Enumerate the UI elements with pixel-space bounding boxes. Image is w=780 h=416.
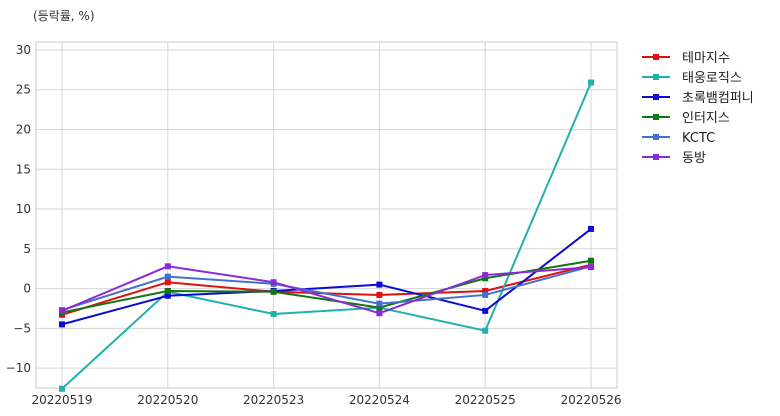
y-tick-label: 30 <box>16 43 31 57</box>
data-point <box>164 263 171 270</box>
x-tick-label: 20220524 <box>349 393 410 407</box>
y-tick-label: 0 <box>23 282 31 296</box>
series-초록뱀컴퍼니 <box>59 225 594 328</box>
legend-item: 초록뱀컴퍼니 <box>642 91 754 106</box>
legend-item: KCTC <box>642 131 715 146</box>
x-tick-label: 20220526 <box>560 393 621 407</box>
legend-marker <box>653 154 659 160</box>
x-tick-label: 20220520 <box>137 393 198 407</box>
data-point <box>588 264 594 271</box>
y-ticks: −10 −5 0 5 10 15 20 25 30 <box>6 43 31 375</box>
data-point <box>482 307 489 314</box>
legend-item: 인터지스 <box>642 111 730 126</box>
data-point <box>482 287 489 294</box>
data-point <box>588 79 594 86</box>
legend-label: 테마지수 <box>682 51 730 66</box>
legend-label: 초록뱀컴퍼니 <box>682 91 754 106</box>
y-tick-label: −10 <box>6 361 31 375</box>
data-point <box>59 385 65 392</box>
series-line <box>61 259 592 314</box>
x-ticks: 20220519 20220520 20220523 20220524 20220525… <box>31 393 621 407</box>
series-line <box>61 265 592 312</box>
plot-frame <box>35 41 618 389</box>
y-tick-label: 5 <box>23 242 31 256</box>
data-point <box>482 327 489 334</box>
data-point <box>270 311 277 318</box>
series-line <box>61 265 592 315</box>
series-동방 <box>59 263 594 317</box>
y-tick-label: 10 <box>16 202 31 216</box>
legend-label: KCTC <box>682 131 715 146</box>
series-line <box>61 82 592 390</box>
legend-marker <box>653 74 659 80</box>
y-tick-label: −5 <box>13 321 31 335</box>
data-point <box>376 310 383 317</box>
legend-marker <box>653 134 659 140</box>
data-point <box>376 304 383 311</box>
legend-marker <box>653 54 659 60</box>
legend-label: 동방 <box>682 151 706 166</box>
data-point <box>588 225 594 232</box>
series-태웅로직스 <box>59 79 594 392</box>
legend-item: 태웅로직스 <box>642 71 742 86</box>
data-point <box>270 288 277 295</box>
legend-label: 인터지스 <box>682 111 730 126</box>
x-tick-label: 20220525 <box>455 393 516 407</box>
data-point <box>482 275 489 282</box>
data-point <box>376 300 383 307</box>
data-point <box>59 321 65 328</box>
data-point <box>376 291 383 298</box>
series-line <box>61 228 592 326</box>
x-tick-label: 20220523 <box>243 393 304 407</box>
series-layer <box>59 79 594 392</box>
data-point <box>164 287 171 294</box>
y-axis-label: (등락률, %) <box>33 9 95 23</box>
data-point <box>164 273 171 280</box>
data-point <box>482 272 489 279</box>
grid <box>36 42 617 388</box>
data-point <box>59 307 65 314</box>
data-point <box>376 281 383 288</box>
legend-marker <box>653 114 659 120</box>
data-point <box>164 292 171 299</box>
data-point <box>588 257 594 264</box>
legend-label: 태웅로직스 <box>682 71 742 86</box>
data-point <box>270 279 277 286</box>
legend-item: 테마지수 <box>642 51 730 66</box>
y-tick-label: 25 <box>16 83 31 97</box>
x-tick-label: 20220519 <box>31 393 92 407</box>
data-point <box>482 291 489 298</box>
y-tick-label: 15 <box>16 162 31 176</box>
legend-item: 동방 <box>642 151 706 166</box>
legend-marker <box>653 94 659 100</box>
y-tick-label: 20 <box>16 122 31 136</box>
data-point <box>164 279 171 286</box>
